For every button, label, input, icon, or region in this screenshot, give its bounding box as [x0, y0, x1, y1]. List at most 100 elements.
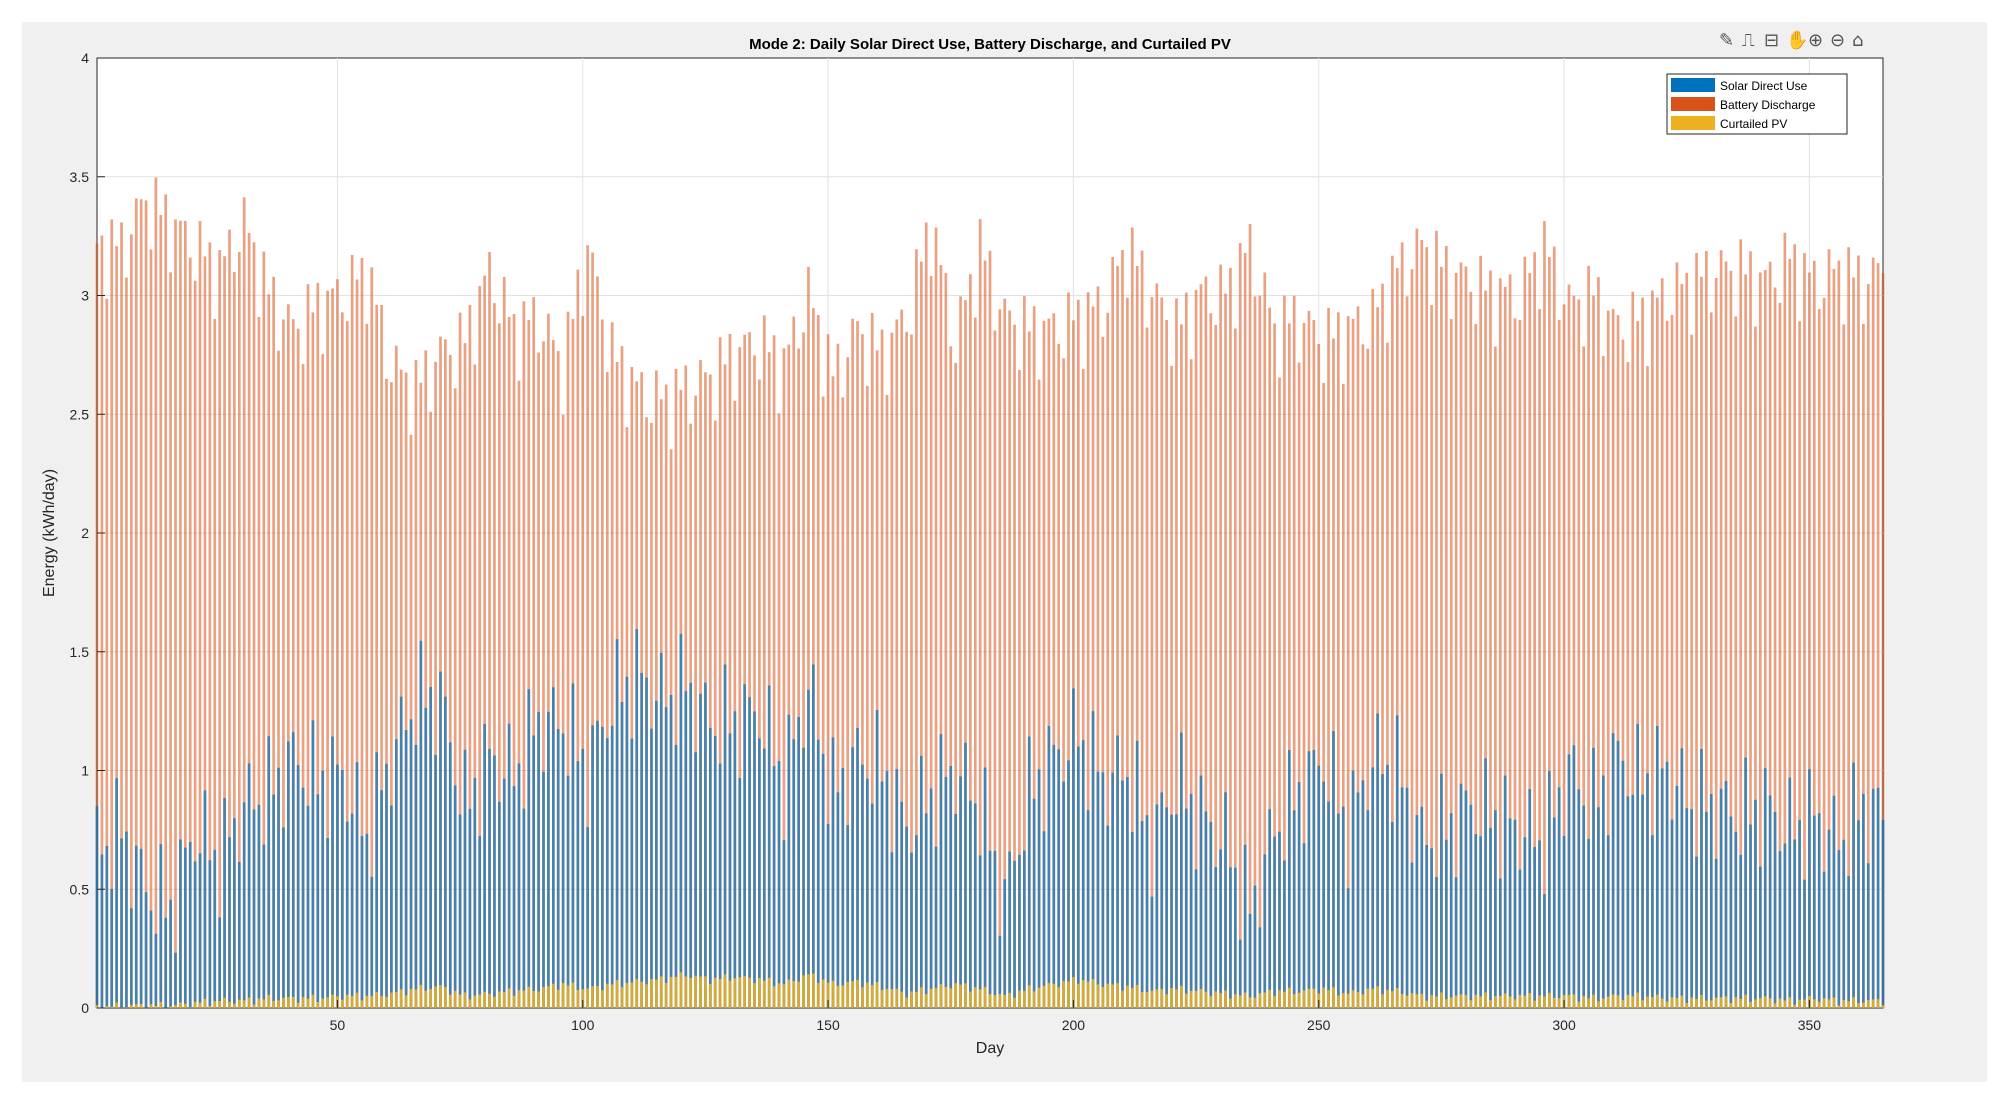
bar-solar-direct-use-day-67 [419, 640, 423, 1008]
bar-battery-discharge-day-275 [1440, 266, 1443, 1008]
bar-curtailed-pv-day-98 [571, 982, 575, 1008]
bar-battery-discharge-day-12 [149, 249, 153, 1009]
bar-solar-direct-use-day-197 [1057, 749, 1061, 1008]
bar-solar-direct-use-day-279 [1459, 783, 1463, 1008]
bar-battery-discharge-day-231 [1224, 293, 1227, 1009]
zoom-in-icon[interactable]: ⊕ [1808, 30, 1823, 51]
bar-solar-direct-use-day-322 [1670, 819, 1674, 1008]
bar-curtailed-pv-day-319 [1655, 994, 1659, 1008]
bar-solar-direct-use-day-188 [1013, 860, 1016, 1008]
bar-curtailed-pv-day-261 [1371, 988, 1375, 1008]
bar-solar-direct-use-day-179 [969, 800, 972, 1008]
bar-solar-direct-use-day-298 [1552, 817, 1556, 1008]
bar-battery-discharge-day-20 [188, 257, 192, 1008]
bar-solar-direct-use-day-203 [1086, 810, 1090, 1008]
bar-curtailed-pv-day-259 [1361, 994, 1365, 1008]
bar-solar-direct-use-day-30 [237, 861, 241, 1008]
bar-solar-direct-use-day-121 [684, 691, 688, 1008]
bar-battery-discharge-day-261 [1371, 289, 1375, 1008]
bar-solar-direct-use-day-208 [1111, 772, 1115, 1008]
bar-curtailed-pv-day-314 [1631, 996, 1635, 1008]
bar-curtailed-pv-day-234 [1238, 995, 1242, 1008]
bar-solar-direct-use-day-120 [679, 633, 683, 1008]
bar-solar-direct-use-day-125 [704, 682, 707, 1008]
bar-solar-direct-use-day-236 [1248, 913, 1252, 1008]
bar-curtailed-pv-day-40 [287, 997, 290, 1008]
y-tick-label: 2.5 [70, 406, 90, 422]
bar-solar-direct-use-day-243 [1283, 860, 1286, 1008]
bar-battery-discharge-day-147 [812, 308, 815, 1008]
bar-curtailed-pv-day-155 [851, 981, 854, 1008]
bar-solar-direct-use-day-150 [826, 824, 830, 1008]
bar-solar-direct-use-day-357 [1842, 839, 1846, 1008]
bar-curtailed-pv-day-268 [1405, 995, 1409, 1008]
bar-solar-direct-use-day-82 [493, 755, 496, 1008]
bar-solar-direct-use-day-207 [1106, 825, 1110, 1008]
bar-curtailed-pv-day-14 [159, 1001, 163, 1008]
bar-battery-discharge-day-8 [130, 234, 133, 1008]
bar-curtailed-pv-day-264 [1386, 989, 1389, 1008]
bar-battery-discharge-day-63 [399, 369, 403, 1008]
home-icon[interactable]: ⌂ [1852, 30, 1863, 51]
figure-window: 0 0.5 1 1.5 2 2.5 3 3.5 4 50 100 150 200 250 300 350 Mo… [22, 22, 1987, 1082]
y-tick-label: 1.5 [70, 644, 90, 660]
bar-battery-discharge-day-226 [1199, 284, 1203, 1008]
bar-curtailed-pv-day-190 [1023, 990, 1026, 1008]
bar-solar-direct-use-day-282 [1474, 834, 1478, 1008]
brush-icon[interactable]: ✎ [1719, 30, 1734, 51]
bar-battery-discharge-day-274 [1435, 230, 1438, 1008]
bar-battery-discharge-day-124 [699, 360, 702, 1009]
bar-solar-direct-use-day-218 [1160, 792, 1164, 1008]
bar-curtailed-pv-day-65 [409, 988, 413, 1008]
bar-battery-discharge-day-218 [1160, 297, 1164, 1008]
bar-solar-direct-use-day-101 [586, 827, 589, 1008]
bar-curtailed-pv-day-5 [115, 1002, 118, 1008]
bar-solar-direct-use-day-64 [404, 730, 408, 1008]
bar-solar-direct-use-day-51 [340, 769, 344, 1008]
bar-battery-discharge-day-89 [527, 320, 531, 1008]
bar-battery-discharge-day-326 [1690, 334, 1693, 1008]
bar-curtailed-pv-day-240 [1268, 989, 1272, 1008]
bar-solar-direct-use-day-164 [895, 769, 899, 1008]
bar-solar-direct-use-day-2 [100, 854, 104, 1008]
bar-battery-discharge-day-81 [488, 252, 491, 1008]
bar-solar-direct-use-day-34 [257, 804, 261, 1008]
legend-label-curtailed: Curtailed PV [1720, 117, 1787, 131]
bar-curtailed-pv-day-140 [777, 983, 781, 1008]
bar-battery-discharge-day-52 [345, 321, 349, 1009]
bar-curtailed-pv-day-211 [1126, 985, 1129, 1008]
bar-curtailed-pv-day-45 [311, 994, 315, 1008]
bar-solar-direct-use-day-198 [1062, 781, 1065, 1008]
data-tip-icon[interactable]: ⎍ [1742, 30, 1755, 51]
bar-solar-direct-use-day-142 [787, 714, 791, 1008]
bar-curtailed-pv-day-102 [591, 986, 594, 1008]
bar-curtailed-pv-day-292 [1523, 995, 1527, 1008]
bar-battery-discharge-day-290 [1513, 318, 1517, 1008]
bar-solar-direct-use-day-170 [924, 813, 928, 1008]
bar-battery-discharge-day-316 [1641, 297, 1644, 1008]
bar-battery-discharge-day-153 [841, 397, 845, 1008]
bar-solar-direct-use-day-152 [836, 792, 840, 1008]
zoom-out-icon[interactable]: ⊖ [1830, 30, 1845, 51]
bar-battery-discharge-day-361 [1862, 323, 1865, 1008]
bar-battery-discharge-day-355 [1832, 268, 1836, 1008]
bar-battery-discharge-day-180 [973, 317, 977, 1008]
bar-curtailed-pv-day-233 [1233, 994, 1237, 1008]
bar-battery-discharge-day-33 [252, 242, 256, 1009]
bar-solar-direct-use-day-191 [1027, 736, 1031, 1008]
bar-curtailed-pv-day-267 [1400, 993, 1404, 1008]
bar-curtailed-pv-day-242 [1278, 990, 1281, 1008]
bar-solar-direct-use-day-275 [1440, 773, 1443, 1008]
pan-icon[interactable]: ✋ [1786, 29, 1808, 51]
bar-battery-discharge-day-217 [1155, 283, 1159, 1008]
bar-curtailed-pv-day-327 [1695, 998, 1698, 1008]
bar-battery-discharge-day-321 [1665, 320, 1669, 1008]
bar-curtailed-pv-day-10 [139, 1003, 143, 1008]
bar-curtailed-pv-day-295 [1538, 995, 1541, 1008]
bar-battery-discharge-day-325 [1685, 272, 1689, 1008]
bar-solar-direct-use-day-38 [277, 767, 280, 1008]
bar-curtailed-pv-day-168 [915, 991, 918, 1008]
restore-icon[interactable]: ⊟ [1764, 30, 1779, 51]
bar-curtailed-pv-day-97 [566, 985, 570, 1008]
bar-curtailed-pv-day-145 [802, 975, 805, 1008]
